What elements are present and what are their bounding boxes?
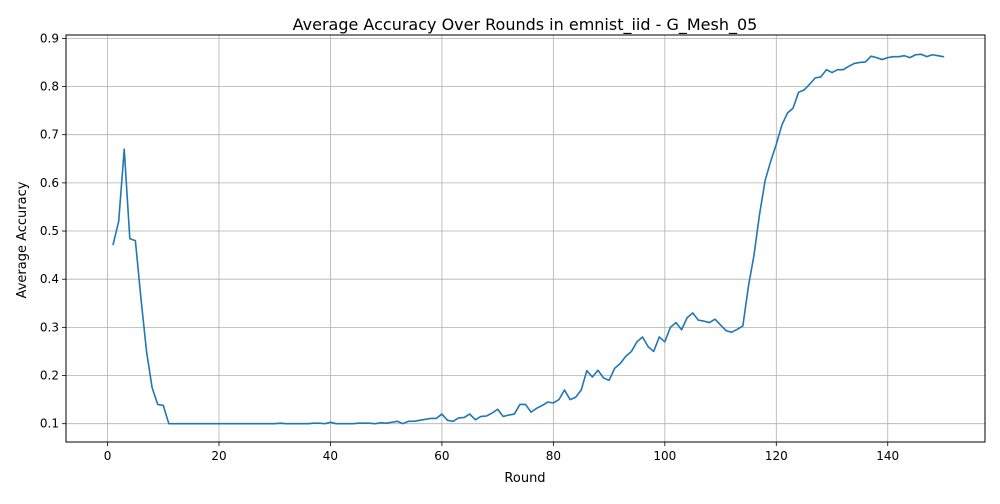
y-tick-label: 0.6 [40, 176, 59, 190]
y-tick-label: 0.3 [40, 320, 59, 334]
series-layer [112, 53, 945, 425]
y-tick-label: 0.2 [40, 369, 59, 383]
y-tick-label: 0.5 [40, 224, 59, 238]
y-tick-label: 0.1 [40, 417, 59, 431]
x-tick-label: 0 [104, 449, 112, 463]
grid [66, 35, 985, 442]
x-tick-label: 140 [876, 449, 899, 463]
x-tick-label: 120 [765, 449, 788, 463]
x-tick-label: 40 [323, 449, 338, 463]
series-line [112, 53, 945, 425]
x-tick-label: 20 [211, 449, 226, 463]
x-tick-label: 100 [653, 449, 676, 463]
y-axis-label: Average Accuracy [15, 181, 30, 298]
y-tick-label: 0.8 [40, 80, 59, 94]
chart-title: Average Accuracy Over Rounds in emnist_i… [293, 15, 758, 35]
y-tick-label: 0.4 [40, 272, 59, 286]
plot-area-frame [65, 34, 986, 443]
y-tick-label: 0.9 [40, 31, 59, 45]
y-tick-label: 0.7 [40, 128, 59, 142]
x-axis-label: Round [504, 471, 545, 486]
axis-ticks: 0 20 40 60 80 100 120 140 0.1 0.2 0.3 0.4 0.5 0.6 0.7 0… [40, 31, 899, 463]
x-tick-label: 60 [434, 449, 449, 463]
x-tick-label: 80 [546, 449, 561, 463]
